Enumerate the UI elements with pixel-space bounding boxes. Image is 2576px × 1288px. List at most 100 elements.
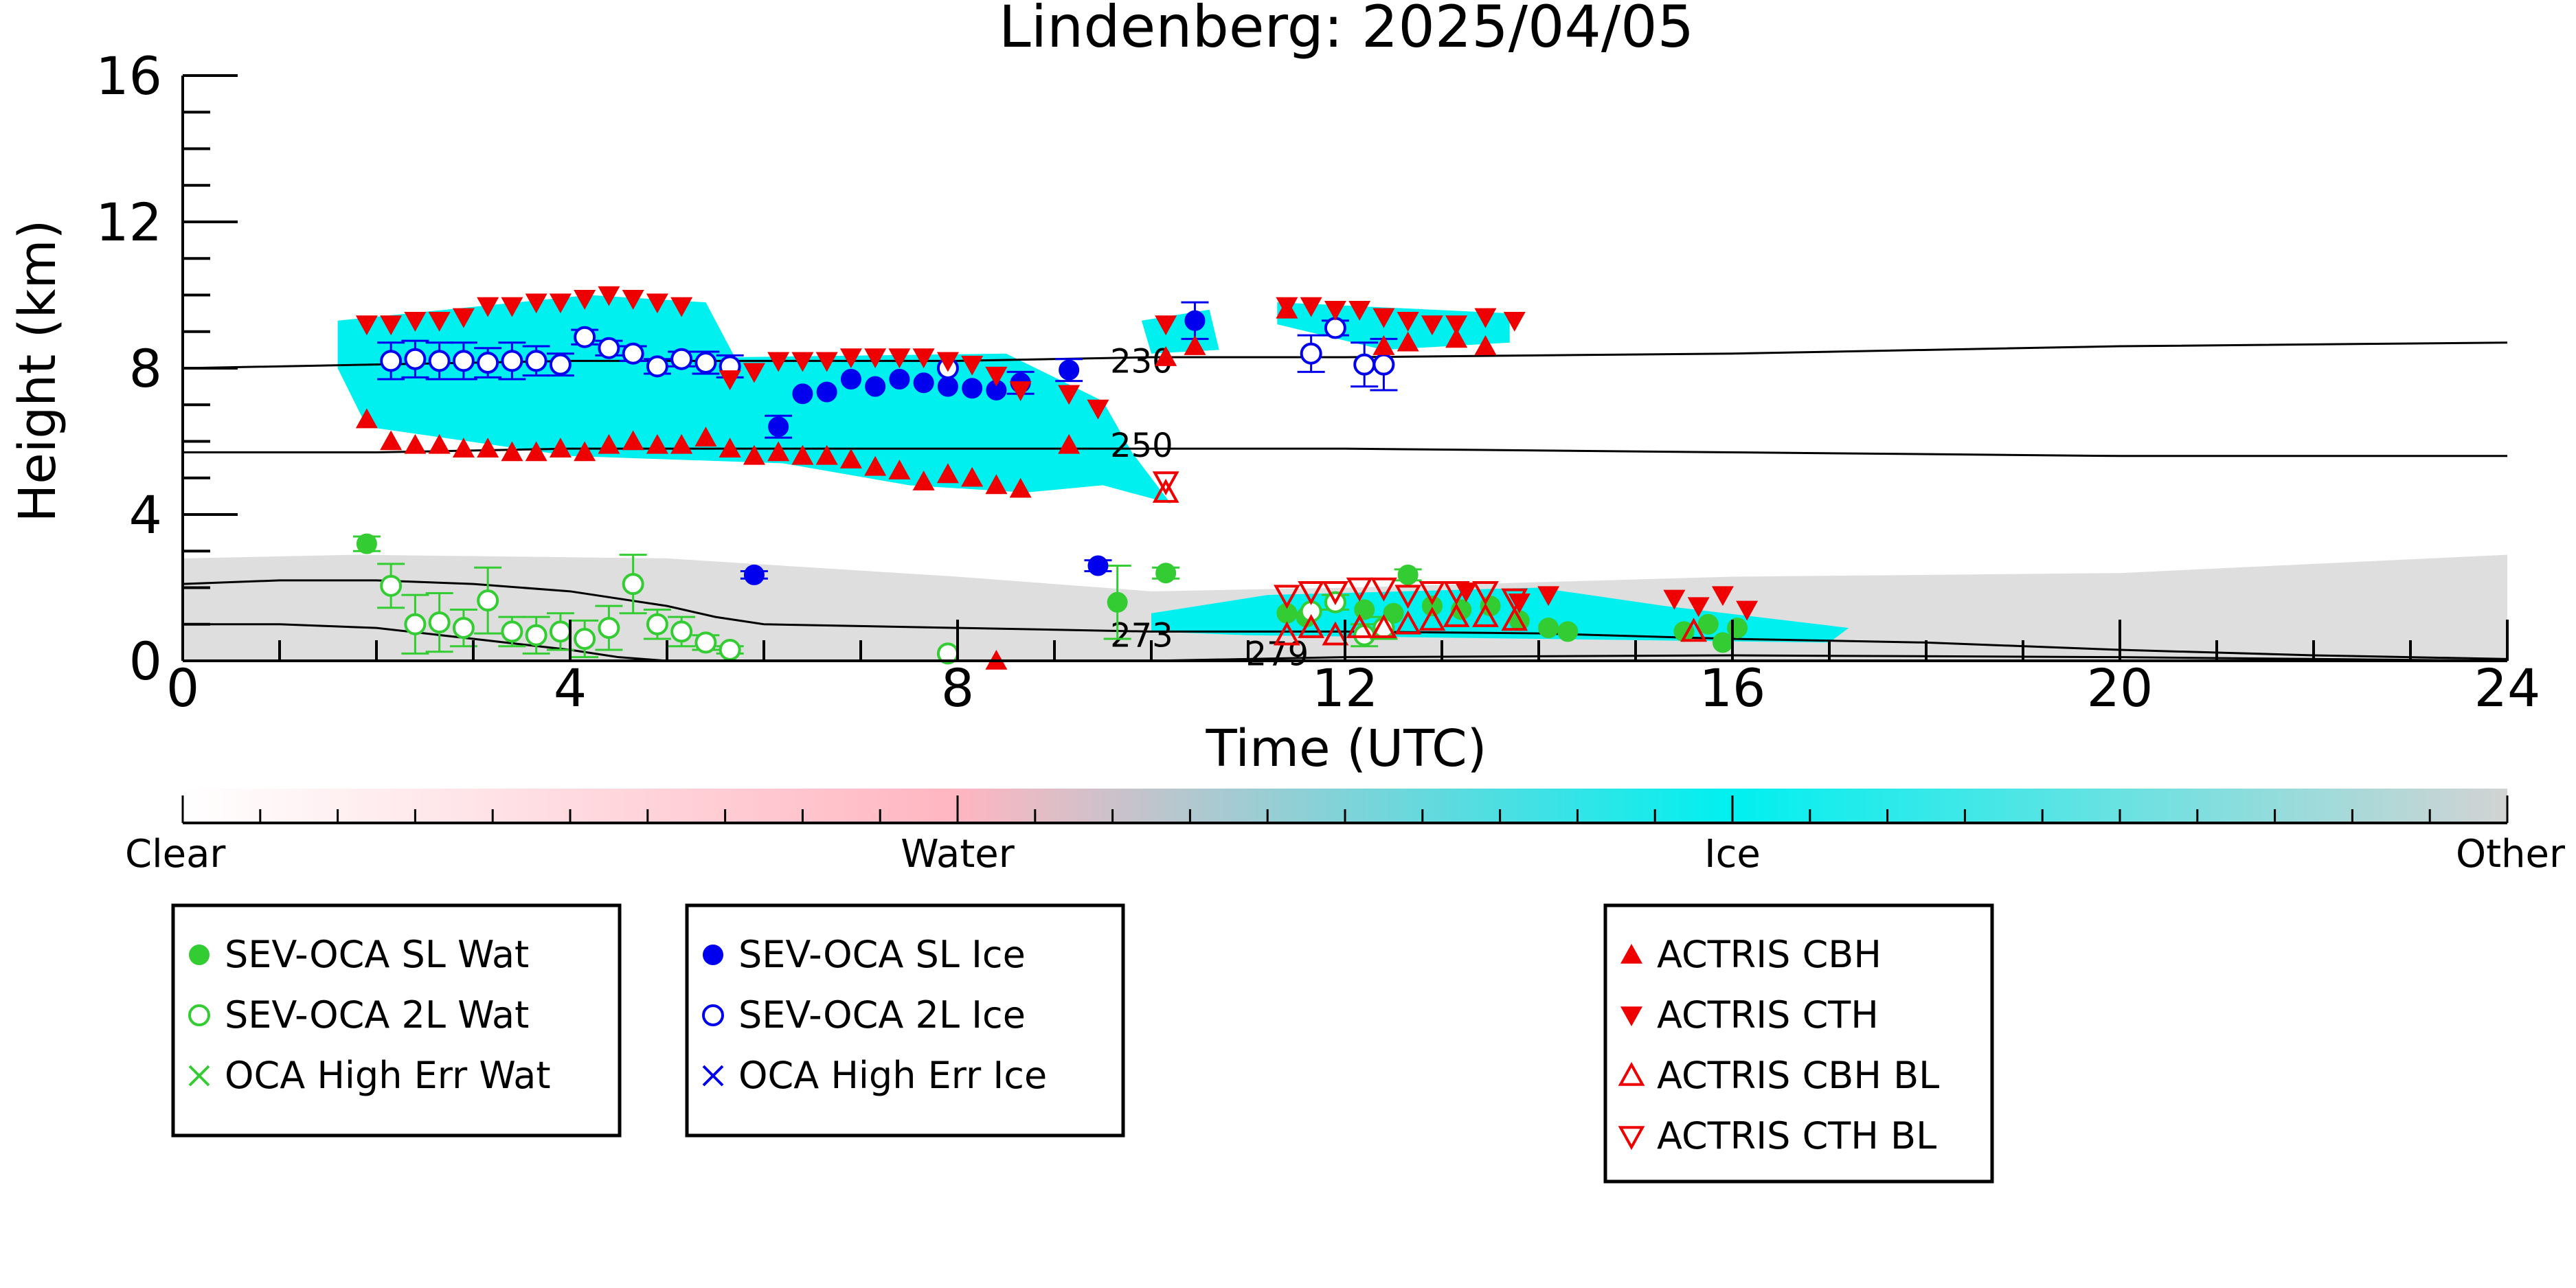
data-point	[743, 444, 765, 465]
data-point	[1474, 308, 1497, 328]
data-point	[962, 378, 983, 399]
data-point	[622, 342, 644, 365]
data-point	[1557, 621, 1579, 642]
series-actris-cbh-bl	[1152, 478, 1707, 646]
legend-entry: OCA High Err Ice	[738, 1054, 1047, 1097]
data-point	[1274, 621, 1300, 646]
data-point	[1372, 335, 1395, 355]
data-point	[1274, 585, 1300, 609]
data-point	[1372, 308, 1395, 328]
legend-box-2: SEV-OCA SL Ice SEV-OCA 2L Ice OCA High Err…	[685, 903, 1125, 1138]
data-point	[985, 366, 1008, 387]
data-point	[1445, 315, 1468, 336]
y-tick-label: 16	[95, 45, 162, 106]
colorbar-label-other: Other	[2456, 832, 2566, 877]
data-point	[598, 286, 620, 306]
data-point	[1712, 632, 1733, 653]
contour-279	[183, 623, 2508, 662]
data-point	[1346, 613, 1373, 638]
data-point	[864, 455, 887, 476]
data-point	[1443, 602, 1470, 627]
data-point	[1394, 585, 1422, 609]
data-point	[646, 355, 668, 378]
data-point	[501, 441, 523, 462]
data-point	[598, 337, 620, 359]
data-point	[815, 352, 838, 372]
colorbar-label-water: Water	[901, 832, 1015, 877]
data-point	[452, 438, 475, 457]
contour-label-273: 273	[1110, 617, 1173, 655]
colorbar: Clear Water Ice Other	[125, 789, 2566, 877]
legend-marker	[189, 945, 210, 965]
data-point	[1397, 564, 1419, 585]
legend-entry: ACTRIS CTH BL	[1657, 1114, 1936, 1157]
legend-frame	[171, 903, 622, 1138]
series-actris-cth-bl	[1152, 471, 1528, 613]
data-point	[1421, 315, 1443, 336]
data-point	[549, 293, 572, 314]
data-point	[1184, 335, 1206, 355]
legend-marker	[702, 1065, 724, 1087]
data-point	[1397, 311, 1419, 332]
data-point	[719, 639, 741, 662]
y-tick-label: 0	[129, 631, 162, 692]
data-point	[1348, 301, 1371, 321]
x-axis-label: Time (UTC)	[1205, 719, 1487, 778]
data-point	[404, 433, 427, 454]
data-point	[1353, 353, 1376, 376]
data-point	[574, 326, 596, 348]
data-point	[1155, 315, 1177, 336]
data-point	[355, 315, 378, 336]
data-point	[1300, 297, 1322, 317]
data-point	[1346, 577, 1373, 602]
data-point	[1419, 607, 1446, 631]
data-point	[888, 348, 911, 369]
data-point	[646, 613, 668, 635]
data-point	[1455, 583, 1478, 602]
data-point	[428, 311, 451, 332]
ice-cloud-1	[337, 295, 1171, 504]
data-point	[598, 433, 620, 454]
data-point	[1152, 471, 1179, 496]
series-sev-oca-2l-wat	[377, 554, 1398, 665]
legend-frame	[685, 903, 1125, 1138]
data-point	[1300, 342, 1322, 365]
data-point	[622, 573, 644, 596]
data-point	[864, 348, 887, 369]
legend-marker	[703, 945, 723, 965]
legend-frame	[1603, 903, 1994, 1184]
data-point	[912, 348, 935, 369]
data-point	[839, 348, 862, 369]
data-point	[1370, 577, 1397, 602]
data-point	[355, 408, 378, 429]
data-point	[694, 427, 717, 447]
data-point	[1537, 586, 1560, 607]
data-point	[1445, 328, 1468, 348]
data-point	[1503, 311, 1526, 332]
data-point	[1152, 478, 1179, 503]
y-tick-label: 12	[95, 192, 162, 253]
x-tick-label: 12	[1312, 657, 1379, 719]
data-point	[646, 293, 668, 314]
data-point	[428, 611, 451, 634]
data-point	[477, 352, 499, 374]
data-point	[1443, 581, 1470, 605]
data-point	[1058, 385, 1081, 405]
data-point	[1727, 618, 1748, 639]
data-point	[1087, 399, 1109, 420]
data-point	[1372, 353, 1395, 376]
data-point	[839, 449, 862, 468]
data-point	[1324, 317, 1346, 339]
data-point	[1009, 477, 1032, 498]
data-point	[1394, 610, 1422, 635]
data-point	[1324, 301, 1346, 321]
contour-250	[183, 447, 2507, 457]
data-point	[1421, 596, 1443, 617]
data-point	[477, 589, 499, 612]
data-point	[961, 466, 984, 487]
data-point	[549, 620, 572, 643]
axes: 0 4 8 12 16 0 4 8 12 16 20 24	[95, 45, 2540, 719]
data-point	[670, 297, 693, 317]
legend-marker	[1620, 1006, 1642, 1026]
colorbar-label-clear: Clear	[125, 832, 226, 877]
